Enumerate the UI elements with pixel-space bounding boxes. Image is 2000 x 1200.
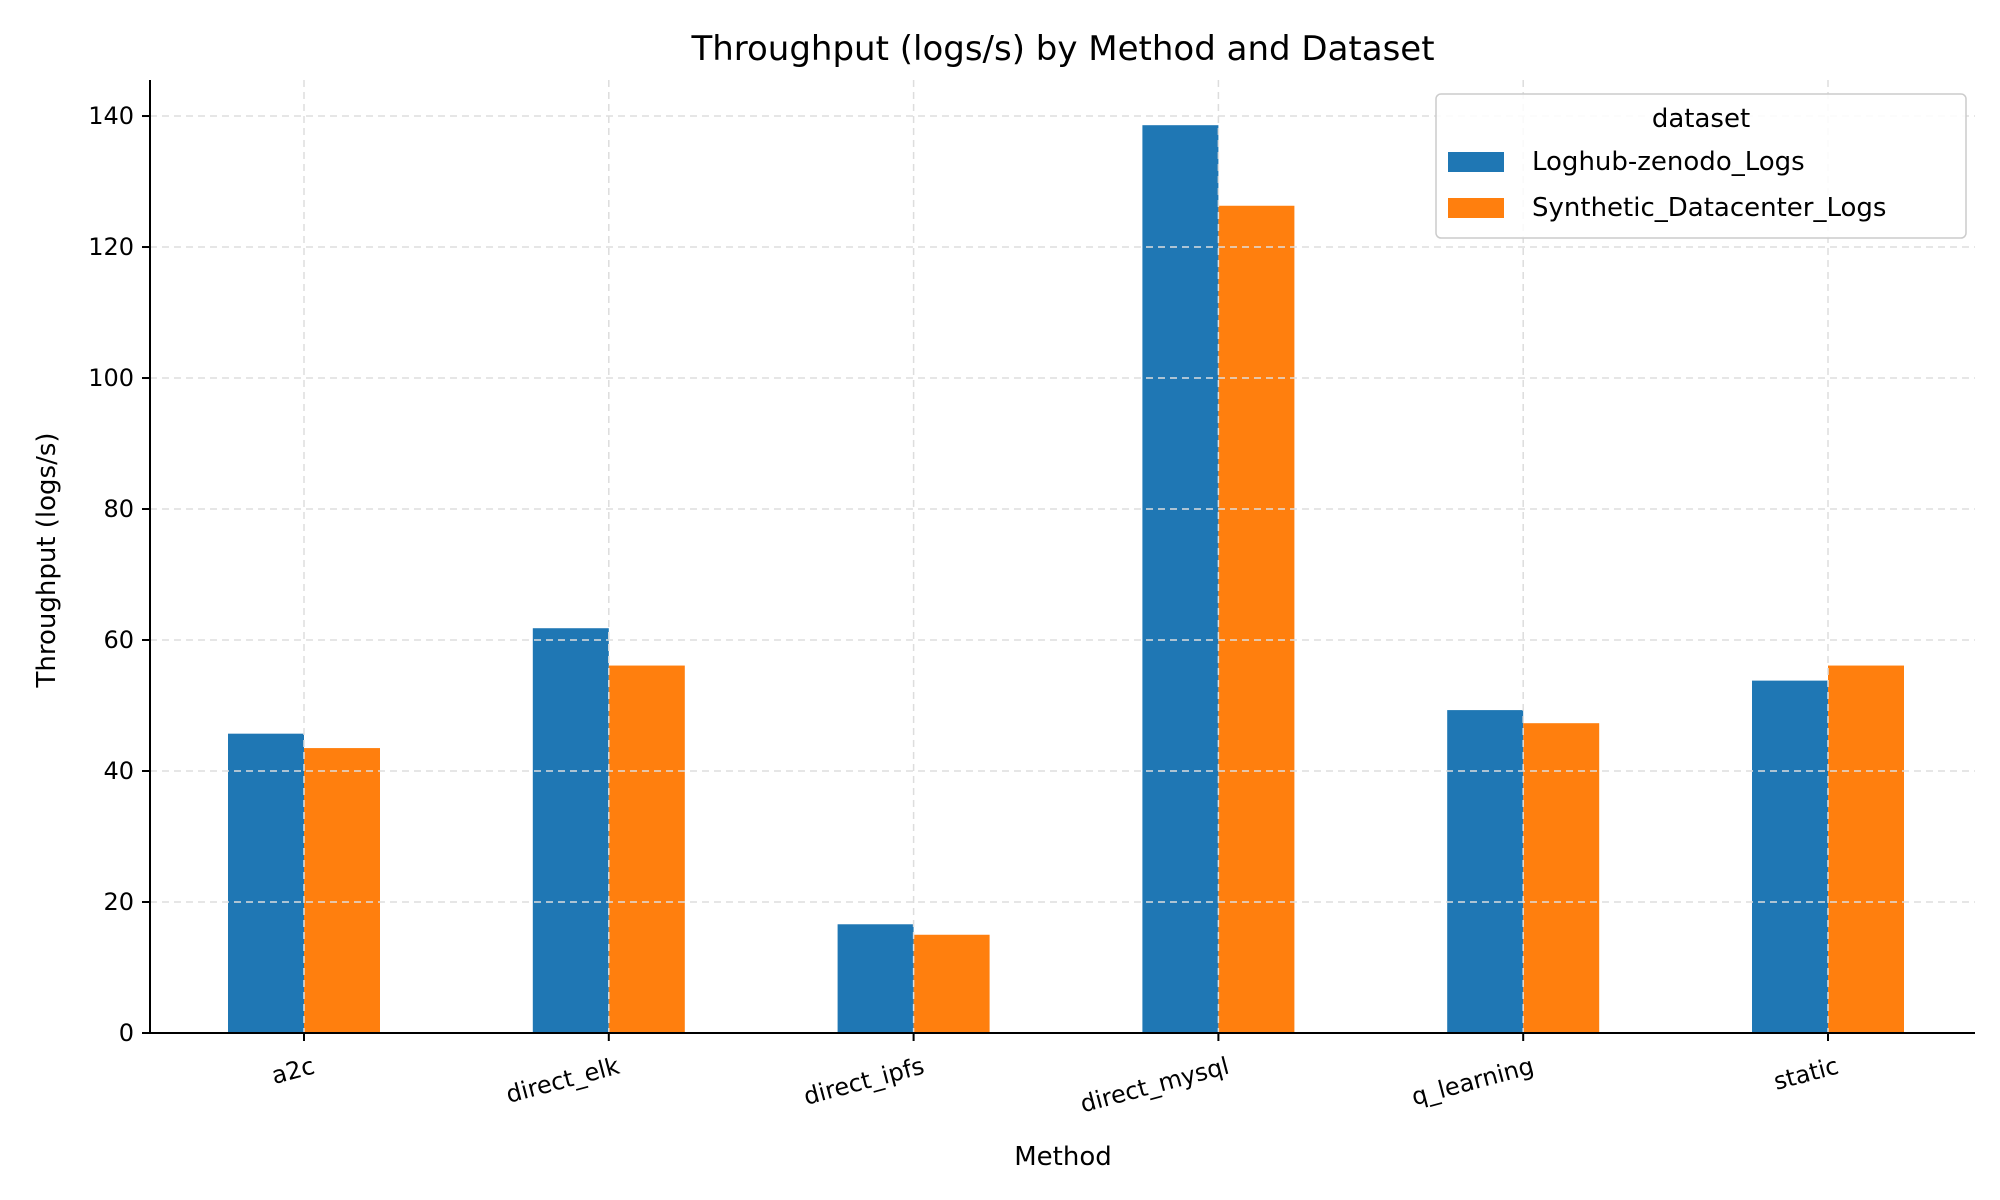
y-tick-label: 100 [88, 364, 134, 392]
y-tick-label: 140 [88, 102, 134, 130]
bar-static-Synthetic_Datacenter_Logs [1828, 665, 1904, 1033]
y-tick-label: 40 [103, 757, 134, 785]
bar-static-Loghub-zenodo_Logs [1752, 680, 1828, 1033]
y-axis-title: Throughput (logs/s) [32, 432, 62, 688]
bar-direct_ipfs-Loghub-zenodo_Logs [837, 924, 914, 1033]
y-tick-label: 20 [103, 888, 134, 916]
bar-direct_ipfs-Synthetic_Datacenter_Logs [913, 934, 990, 1033]
y-tick-label: 60 [103, 626, 134, 654]
grid-lines [150, 80, 1975, 1033]
bar-q_learning-Synthetic_Datacenter_Logs [1523, 723, 1600, 1033]
x-axis-title: Method [1014, 1142, 1112, 1172]
bar-direct_mysql-Synthetic_Datacenter_Logs [1218, 205, 1295, 1033]
bar-direct_elk-Synthetic_Datacenter_Logs [608, 665, 685, 1033]
legend: dataset Loghub-zenodo_Logs Synthetic_Datac… [1435, 93, 1967, 239]
bar-direct_mysql-Loghub-zenodo_Logs [1142, 125, 1219, 1033]
bar-a2c-Synthetic_Datacenter_Logs [304, 748, 380, 1033]
legend-label: Loghub-zenodo_Logs [1532, 147, 1805, 177]
chart-title: Throughput (logs/s) by Method and Datase… [690, 29, 1434, 69]
bar-group [228, 125, 1904, 1033]
y-tick-label: 0 [119, 1019, 134, 1047]
legend-swatch [1448, 152, 1504, 172]
axes [149, 80, 1975, 1034]
bar-a2c-Loghub-zenodo_Logs [228, 733, 304, 1033]
y-tick-label: 120 [88, 233, 134, 261]
legend-frame [1435, 93, 1967, 239]
bar-q_learning-Loghub-zenodo_Logs [1447, 710, 1524, 1033]
legend-label: Synthetic_Datacenter_Logs [1532, 193, 1886, 223]
y-tick-label: 80 [103, 495, 134, 523]
bar-direct_elk-Loghub-zenodo_Logs [532, 628, 609, 1033]
legend-title: dataset [1652, 104, 1750, 134]
legend-swatch [1448, 198, 1504, 218]
y-axis-ticks: 0 20 40 60 80 100 120 140 [88, 102, 150, 1047]
